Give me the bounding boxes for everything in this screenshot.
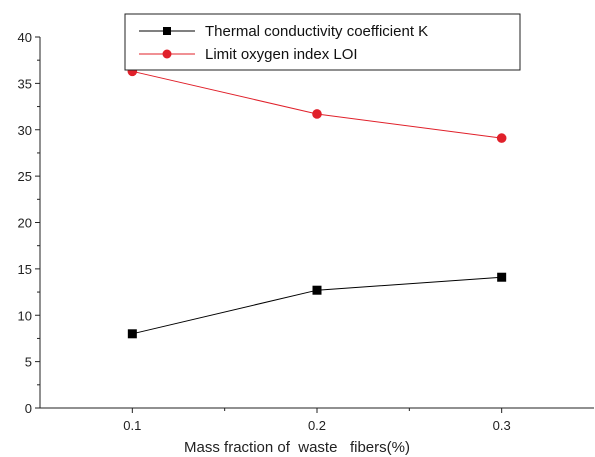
x-tick-label: 0.1 [123, 418, 141, 433]
data-point-square [127, 329, 137, 339]
y-tick-label: 25 [18, 169, 32, 184]
legend-entry-loi: Limit oxygen index LOI [139, 46, 358, 63]
legend-box [124, 13, 521, 71]
y-tick-label: 35 [18, 76, 32, 91]
x-axis-label: Mass fraction of waste fibers(%) [184, 439, 410, 456]
y-axis-ticks: 0 5 10 15 20 25 30 35 40 [18, 30, 40, 416]
legend-label-loi: Limit oxygen index LOI [205, 46, 358, 63]
y-tick-label: 30 [18, 123, 32, 138]
y-tick-label: 40 [18, 30, 32, 45]
series-line-1 [132, 70, 502, 139]
y-tick-label: 10 [18, 308, 32, 323]
legend-label-k: Thermal conductivity coefficient K [205, 23, 428, 40]
data-point-circle [496, 133, 507, 143]
legend: Thermal conductivity coefficient K Limit… [124, 13, 521, 71]
y-tick-label: 5 [25, 355, 32, 370]
y-tick-label: 0 [25, 401, 32, 416]
legend-entry-k: Thermal conductivity coefficient K [139, 23, 428, 40]
x-tick-label: 0.3 [493, 418, 511, 433]
series-line-0 [132, 276, 502, 335]
data-point-circle [312, 109, 322, 119]
x-tick-label: 0.2 [308, 418, 326, 433]
legend-marker-loi [162, 49, 172, 59]
legend-marker-k [163, 27, 171, 35]
y-tick-label: 15 [18, 262, 32, 277]
plot-axes [39, 37, 594, 409]
data-point-square [497, 272, 507, 282]
data-point-square [312, 285, 322, 295]
x-axis-ticks: 0.1 0.2 0.3 [123, 408, 511, 433]
y-tick-label: 20 [18, 216, 32, 231]
data-series [127, 66, 507, 339]
